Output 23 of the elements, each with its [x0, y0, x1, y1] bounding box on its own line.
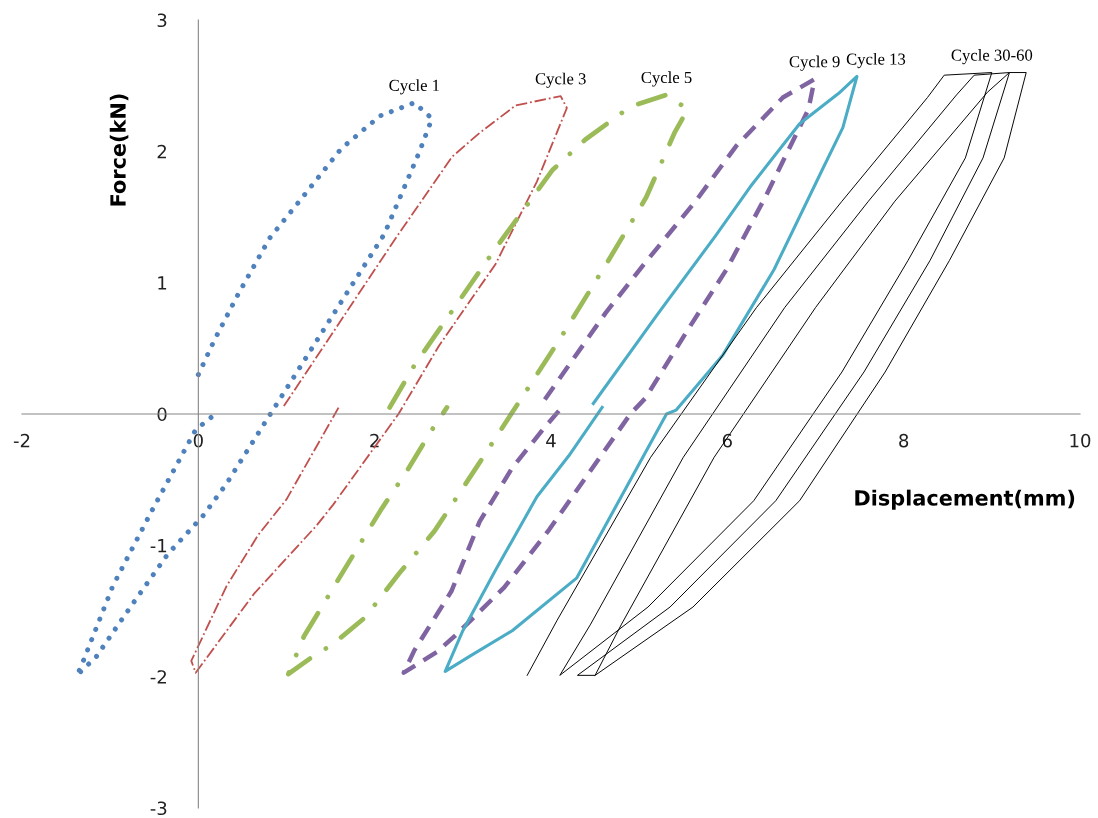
x-tick-label: -2 [13, 433, 30, 448]
y-tick-label: 0 [157, 407, 167, 422]
series-label: Cycle 5 [641, 71, 692, 87]
series-label: Cycle 1 [389, 79, 440, 95]
y-tick-label: 2 [157, 144, 166, 159]
y-axis-title: Force(kN) [109, 94, 129, 206]
series-label: Cycle 13 [846, 52, 906, 69]
x-tick-label: 0 [193, 433, 203, 448]
y-tick-label: -1 [150, 539, 167, 553]
x-tick-label: 2 [370, 433, 379, 448]
series-label: Cycle 9 [789, 55, 840, 71]
y-tick-label: 3 [157, 13, 167, 28]
y-tick-label: -2 [150, 670, 166, 684]
x-tick-label: 10 [1070, 433, 1091, 448]
series-label: Cycle 3 [535, 72, 586, 88]
y-tick-label: 1 [158, 276, 167, 290]
line-series [190, 95, 568, 674]
x-tick-label: 6 [722, 433, 732, 448]
x-tick-label: 4 [546, 434, 556, 448]
y-tick-label: -3 [150, 801, 167, 816]
x-tick-label: 8 [899, 433, 909, 448]
x-axis-title: Displacement(mm) [855, 489, 1075, 510]
series-label: Cycle 30-60 [951, 49, 1033, 65]
